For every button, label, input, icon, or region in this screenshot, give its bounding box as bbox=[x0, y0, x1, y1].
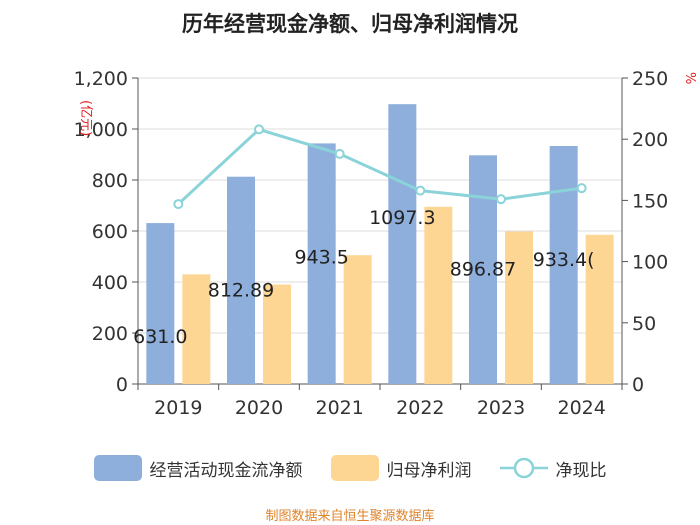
left-axis-unit-label: (亿元) bbox=[78, 100, 93, 136]
data-label-operating-cf: 1097.3 bbox=[369, 207, 435, 229]
legend-label-ratio: 净现比 bbox=[555, 460, 607, 481]
bar-net-profit bbox=[263, 284, 291, 384]
right-axis-tick-label: 50 bbox=[632, 313, 656, 335]
ratio-point bbox=[415, 185, 426, 196]
right-axis-unit-label: % bbox=[682, 72, 697, 84]
bar-operating-cf bbox=[549, 145, 578, 384]
x-axis-tick-label: 2024 bbox=[557, 397, 605, 419]
left-axis-tick-label: 800 bbox=[92, 170, 128, 192]
data-label-operating-cf: 933.4( bbox=[533, 249, 595, 271]
data-label-operating-cf: 943.5 bbox=[294, 246, 348, 268]
left-axis-tick-label: 400 bbox=[92, 272, 128, 294]
bar-operating-cf bbox=[469, 155, 497, 384]
ratio-point bbox=[254, 124, 264, 135]
legend-label-net-profit: 归母净利润 bbox=[386, 460, 472, 481]
legend-swatch-net-profit bbox=[330, 455, 379, 481]
right-axis-tick-label: 200 bbox=[632, 129, 668, 151]
left-axis-tick-label: 1,200 bbox=[74, 68, 128, 90]
data-label-operating-cf: 812.89 bbox=[208, 280, 274, 302]
legend-item-net-profit[interactable]: 归母净利润 bbox=[330, 455, 472, 481]
legend-swatch-operating-cf bbox=[93, 455, 142, 481]
bar-operating-cf bbox=[146, 223, 175, 384]
x-axis-tick-label: 2020 bbox=[235, 397, 283, 419]
bar-operating-cf bbox=[227, 176, 255, 384]
left-axis-tick-label: 0 bbox=[116, 374, 128, 396]
ratio-point bbox=[496, 194, 506, 205]
x-axis-tick-label: 2022 bbox=[396, 397, 444, 419]
left-axis-tick-label: 200 bbox=[92, 323, 128, 345]
bar-net-profit bbox=[343, 255, 372, 384]
ratio-point bbox=[334, 148, 345, 159]
ratio-point bbox=[576, 183, 587, 194]
left-axis-tick-label: 600 bbox=[92, 221, 128, 243]
bar-net-profit bbox=[424, 206, 453, 384]
right-axis-tick-label: 0 bbox=[632, 374, 644, 396]
x-axis-tick-label: 2021 bbox=[315, 397, 363, 419]
data-label-operating-cf: 896.87 bbox=[450, 258, 516, 280]
ratio-point bbox=[173, 199, 184, 210]
bar-operating-cf bbox=[388, 104, 417, 384]
source-note: 制图数据来自恒生聚源数据库 bbox=[265, 509, 435, 524]
chart-title: 历年经营现金净额、归母净利润情况 bbox=[182, 12, 518, 36]
data-label-operating-cf: 631.0 bbox=[133, 326, 187, 348]
x-axis-tick-label: 2019 bbox=[154, 397, 202, 419]
bar-net-profit bbox=[182, 274, 211, 384]
left-axis-tick-label: 1,000 bbox=[74, 119, 128, 141]
ratio-line bbox=[177, 127, 582, 206]
right-axis-tick-label: 100 bbox=[632, 252, 668, 274]
x-axis-tick-label: 2023 bbox=[477, 397, 525, 419]
legend-item-ratio[interactable]: 净现比 bbox=[499, 455, 607, 481]
legend-item-operating-cf[interactable]: 经营活动现金流净额 bbox=[93, 455, 303, 481]
right-axis-tick-label: 250 bbox=[632, 68, 668, 90]
bar-operating-cf bbox=[307, 143, 336, 384]
legend-line-marker-icon bbox=[499, 457, 548, 479]
bar-net-profit bbox=[505, 231, 533, 384]
bar-net-profit bbox=[585, 234, 614, 384]
legend-label-operating-cf: 经营活动现金流净额 bbox=[149, 460, 303, 481]
right-axis-tick-label: 150 bbox=[632, 190, 668, 212]
legend: 经营活动现金流净额 归母净利润 净现比 bbox=[0, 452, 700, 484]
